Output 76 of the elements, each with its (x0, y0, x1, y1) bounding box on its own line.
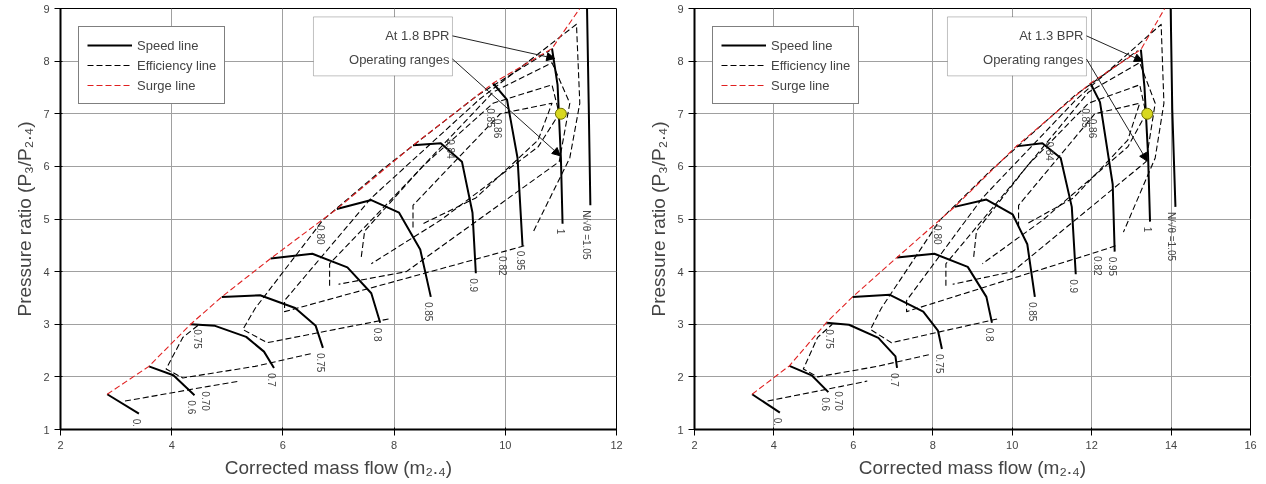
legend-label: Surge line (137, 77, 196, 93)
annotation: 0.85 (1026, 301, 1038, 322)
annotation: Operating ranges (983, 51, 1084, 67)
annotation: 0.7 (889, 372, 901, 388)
x-tick-label: 16 (1244, 438, 1257, 451)
x-tick-label: 4 (770, 438, 777, 451)
annotation: 0. (771, 417, 783, 426)
annotation: 0.84 (1043, 141, 1055, 162)
annotation: 0.75 (824, 329, 836, 350)
y-tick-label: 9 (677, 2, 684, 15)
annotation: 0.8 (372, 327, 384, 343)
legend-label: Efficiency line (771, 57, 851, 73)
y-tick-label: 4 (677, 265, 684, 278)
annotation: 0.75 (933, 353, 945, 374)
x-axis-title: Corrected mass flow (m₂.₄) (858, 456, 1087, 478)
x-tick-label: 8 (929, 438, 936, 451)
annotation: N/√θ =1.05 (1166, 211, 1178, 262)
y-tick-label: 3 (677, 318, 684, 331)
y-axis-title: Pressure ratio (P₃/P₂.₄) (14, 121, 36, 317)
y-tick-label: 8 (677, 55, 684, 68)
annotation: At 1.3 BPR (1019, 28, 1084, 44)
annotation: 0.82 (1091, 256, 1103, 276)
y-tick-label: 8 (43, 55, 50, 68)
annotation: 0.85 (422, 301, 434, 322)
y-tick-label: 6 (43, 160, 50, 173)
annotation: Operating ranges (349, 51, 450, 67)
x-tick-label: 6 (850, 438, 857, 451)
annotation: 0.84 (445, 139, 457, 160)
y-tick-label: 1 (677, 423, 684, 436)
annotation: 0.6 (820, 397, 832, 412)
annotation: 0.75 (314, 352, 326, 373)
annotation: 0.82 (497, 256, 509, 276)
legend-label: Efficiency line (137, 57, 217, 73)
annotation: 0.95 (514, 250, 526, 271)
x-tick-label: 4 (168, 438, 175, 451)
annotation: N/√θ =1.05 (581, 210, 593, 260)
y-tick-label: 5 (677, 213, 684, 225)
y-tick-label: 9 (43, 2, 50, 15)
x-tick-label: 14 (1164, 438, 1178, 451)
x-tick-label: 8 (391, 438, 398, 451)
x-tick-label: 12 (1085, 438, 1098, 451)
x-tick-label: 10 (499, 438, 512, 451)
legend-label: Speed line (137, 37, 199, 53)
y-tick-label: 6 (677, 160, 684, 173)
x-tick-label: 2 (57, 438, 64, 451)
annotation: 0.80 (931, 225, 943, 245)
annotation: 0.8 (983, 327, 995, 343)
annotation: 0.9 (467, 278, 479, 293)
y-tick-label: 2 (677, 370, 684, 383)
y-tick-label: 7 (43, 107, 50, 120)
legend-label: Speed line (771, 37, 833, 53)
y-tick-label: 1 (43, 423, 50, 436)
y-tick-label: 4 (43, 265, 50, 278)
x-tick-label: 10 (1006, 438, 1019, 451)
x-axis-title: Corrected mass flow (m₂.₄) (224, 456, 453, 478)
y-tick-label: 5 (43, 213, 50, 225)
x-tick-label: 6 (279, 438, 286, 451)
annotation: At 1.8 BPR (385, 28, 450, 44)
y-tick-label: 3 (43, 318, 50, 331)
annotation: 0.9 (1067, 279, 1079, 294)
y-tick-label: 7 (677, 107, 684, 120)
annotation: 1 (554, 228, 566, 235)
x-tick-label: 12 (610, 438, 623, 451)
x-tick-label: 2 (691, 438, 698, 451)
annotation: 0. (130, 418, 142, 428)
annotation: 0.95 (1106, 256, 1118, 277)
annotation: 0.70 (200, 391, 212, 412)
annotation: 0.75 (191, 329, 203, 350)
y-axis-title: Pressure ratio (P₃/P₂.₄) (648, 121, 670, 317)
annotation: 0.80 (314, 225, 326, 245)
legend-label: Surge line (771, 77, 830, 93)
annotation: 0.6 (186, 400, 198, 415)
y-tick-label: 2 (43, 370, 50, 383)
annotation: 0.70 (833, 391, 845, 412)
annotation: 1 (1142, 226, 1154, 233)
annotation: 0.7 (266, 372, 277, 388)
